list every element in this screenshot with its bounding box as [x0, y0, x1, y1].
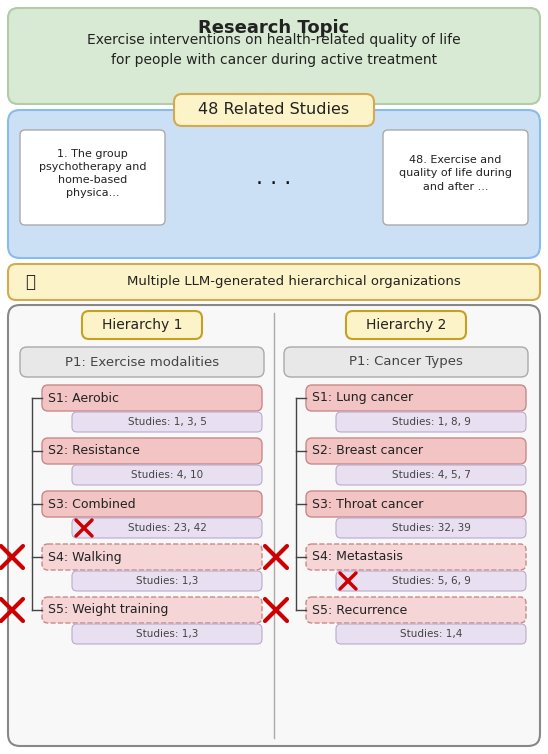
FancyBboxPatch shape: [8, 305, 540, 746]
FancyBboxPatch shape: [20, 347, 264, 377]
Text: P1: Cancer Types: P1: Cancer Types: [349, 355, 463, 369]
Text: Exercise interventions on health-related quality of life
for people with cancer : Exercise interventions on health-related…: [87, 33, 461, 67]
Text: 1. The group
psychotherapy and
home-based
physica...: 1. The group psychotherapy and home-base…: [39, 149, 146, 198]
Text: Studies: 1,3: Studies: 1,3: [136, 576, 198, 586]
Text: Studies: 1,4: Studies: 1,4: [400, 629, 462, 639]
FancyBboxPatch shape: [336, 518, 526, 538]
FancyBboxPatch shape: [42, 544, 262, 570]
Text: Hierarchy 2: Hierarchy 2: [366, 318, 446, 332]
FancyBboxPatch shape: [42, 438, 262, 464]
FancyBboxPatch shape: [72, 571, 262, 591]
FancyBboxPatch shape: [8, 264, 540, 300]
Text: S5: Recurrence: S5: Recurrence: [312, 603, 407, 617]
Text: Studies: 1,3: Studies: 1,3: [136, 629, 198, 639]
Text: Studies: 4, 10: Studies: 4, 10: [131, 470, 203, 480]
Text: Studies: 1, 3, 5: Studies: 1, 3, 5: [128, 417, 207, 427]
FancyBboxPatch shape: [336, 465, 526, 485]
Text: S4: Walking: S4: Walking: [48, 550, 122, 563]
Text: 🤖: 🤖: [25, 273, 35, 291]
Text: Studies: 1, 8, 9: Studies: 1, 8, 9: [392, 417, 470, 427]
Text: 48. Exercise and
quality of life during
and after ...: 48. Exercise and quality of life during …: [399, 155, 512, 192]
Text: Studies: 4, 5, 7: Studies: 4, 5, 7: [392, 470, 470, 480]
FancyBboxPatch shape: [306, 438, 526, 464]
Text: S2: Breast cancer: S2: Breast cancer: [312, 445, 423, 458]
FancyBboxPatch shape: [72, 518, 262, 538]
FancyBboxPatch shape: [72, 624, 262, 644]
FancyBboxPatch shape: [306, 597, 526, 623]
FancyBboxPatch shape: [383, 130, 528, 225]
Text: Hierarchy 1: Hierarchy 1: [102, 318, 182, 332]
Text: Studies: 32, 39: Studies: 32, 39: [392, 523, 470, 533]
FancyBboxPatch shape: [336, 571, 526, 591]
FancyBboxPatch shape: [8, 110, 540, 258]
FancyBboxPatch shape: [174, 94, 374, 126]
Text: S1: Aerobic: S1: Aerobic: [48, 391, 119, 404]
Text: S4: Metastasis: S4: Metastasis: [312, 550, 403, 563]
FancyBboxPatch shape: [306, 385, 526, 411]
FancyBboxPatch shape: [306, 491, 526, 517]
FancyBboxPatch shape: [336, 412, 526, 432]
Text: S1: Lung cancer: S1: Lung cancer: [312, 391, 413, 404]
FancyBboxPatch shape: [42, 491, 262, 517]
FancyBboxPatch shape: [82, 311, 202, 339]
FancyBboxPatch shape: [42, 597, 262, 623]
Text: S5: Weight training: S5: Weight training: [48, 603, 168, 617]
FancyBboxPatch shape: [306, 544, 526, 570]
Text: 48 Related Studies: 48 Related Studies: [198, 103, 350, 118]
Text: Research Topic: Research Topic: [198, 19, 350, 37]
Text: Studies: 23, 42: Studies: 23, 42: [128, 523, 207, 533]
Text: S3: Throat cancer: S3: Throat cancer: [312, 498, 424, 510]
Text: S2: Resistance: S2: Resistance: [48, 445, 140, 458]
Text: . . .: . . .: [256, 167, 292, 188]
FancyBboxPatch shape: [72, 412, 262, 432]
FancyBboxPatch shape: [346, 311, 466, 339]
Text: P1: Exercise modalities: P1: Exercise modalities: [65, 355, 219, 369]
Text: Studies: 5, 6, 9: Studies: 5, 6, 9: [392, 576, 470, 586]
Text: S3: Combined: S3: Combined: [48, 498, 135, 510]
FancyBboxPatch shape: [284, 347, 528, 377]
FancyBboxPatch shape: [42, 385, 262, 411]
FancyBboxPatch shape: [8, 8, 540, 104]
Text: Multiple LLM-generated hierarchical organizations: Multiple LLM-generated hierarchical orga…: [127, 275, 461, 289]
FancyBboxPatch shape: [336, 624, 526, 644]
FancyBboxPatch shape: [72, 465, 262, 485]
FancyBboxPatch shape: [20, 130, 165, 225]
